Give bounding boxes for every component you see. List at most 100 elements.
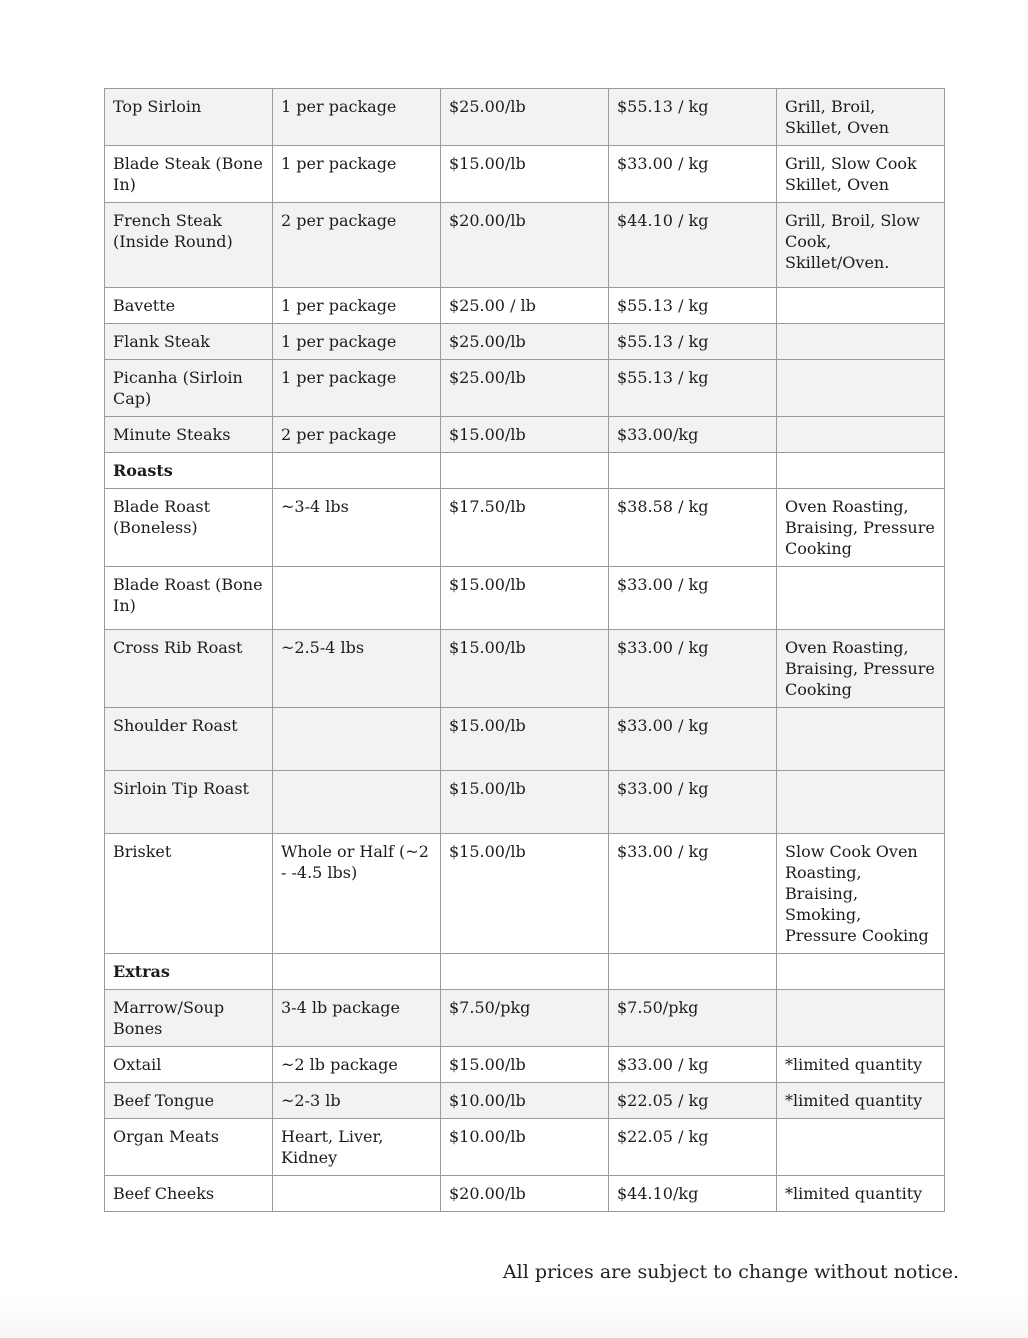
page-bottom-fade	[0, 1296, 1028, 1338]
section-header-row: Roasts	[104, 452, 945, 489]
cell-item: Extras	[104, 953, 273, 990]
cell-item: Blade Roast (Boneless)	[104, 488, 273, 567]
cell-notes	[776, 1118, 945, 1176]
table-row: Blade Roast (Bone In) $15.00/lb $33.00 / k…	[104, 566, 945, 630]
cell-package: 2 per package	[272, 202, 441, 288]
cell-price-per-lb	[440, 452, 609, 489]
table-row: Bavette 1 per package $25.00 / lb $55.13 / …	[104, 287, 945, 324]
price-list-table: Top Sirloin 1 per package $25.00/lb $55.13 …	[104, 88, 945, 1212]
cell-item: Minute Steaks	[104, 416, 273, 453]
cell-price-per-lb: $15.00/lb	[440, 707, 609, 771]
cell-notes: Slow Cook Oven Roasting, Braising, Smoki…	[776, 833, 945, 954]
cell-price-per-lb: $25.00/lb	[440, 359, 609, 417]
cell-package	[272, 566, 441, 630]
cell-item: Picanha (Sirloin Cap)	[104, 359, 273, 417]
table-row: Beef Tongue ~2-3 lb $10.00/lb $22.05 / kg *l…	[104, 1082, 945, 1119]
table-row: French Steak (Inside Round) 2 per package…	[104, 202, 945, 288]
cell-item: Shoulder Roast	[104, 707, 273, 771]
cell-price-per-kg: $22.05 / kg	[608, 1118, 777, 1176]
table-row: Sirloin Tip Roast $15.00/lb $33.00 / kg	[104, 770, 945, 834]
cell-price-per-kg: $33.00/kg	[608, 416, 777, 453]
cell-price-per-kg	[608, 953, 777, 990]
cell-item: Cross Rib Roast	[104, 629, 273, 708]
cell-package: ~2-3 lb	[272, 1082, 441, 1119]
cell-package: 2 per package	[272, 416, 441, 453]
table-row: Flank Steak 1 per package $25.00/lb $55.13 …	[104, 323, 945, 360]
cell-notes	[776, 323, 945, 360]
cell-notes	[776, 359, 945, 417]
cell-notes: *limited quantity	[776, 1175, 945, 1212]
cell-price-per-lb: $25.00/lb	[440, 323, 609, 360]
cell-price-per-lb: $10.00/lb	[440, 1082, 609, 1119]
cell-item: Oxtail	[104, 1046, 273, 1083]
cell-item: Sirloin Tip Roast	[104, 770, 273, 834]
cell-notes: Oven Roasting, Braising, Pressure Cookin…	[776, 488, 945, 567]
cell-price-per-lb: $15.00/lb	[440, 416, 609, 453]
cell-price-per-lb: $15.00/lb	[440, 833, 609, 954]
table-row: Picanha (Sirloin Cap) 1 per package $25.00…	[104, 359, 945, 417]
cell-price-per-lb: $7.50/pkg	[440, 989, 609, 1047]
cell-notes	[776, 452, 945, 489]
price-disclaimer: All prices are subject to change without…	[502, 1261, 959, 1283]
cell-notes	[776, 287, 945, 324]
table-row: Brisket Whole or Half (~2 - -4.5 lbs) $15.…	[104, 833, 945, 954]
cell-price-per-kg: $33.00 / kg	[608, 770, 777, 834]
cell-price-per-lb: $20.00/lb	[440, 202, 609, 288]
table-row: Blade Steak (Bone In) 1 per package $15.00…	[104, 145, 945, 203]
cell-package: 1 per package	[272, 323, 441, 360]
cell-price-per-lb: $10.00/lb	[440, 1118, 609, 1176]
cell-price-per-kg: $33.00 / kg	[608, 145, 777, 203]
cell-package	[272, 770, 441, 834]
table-row: Minute Steaks 2 per package $15.00/lb $33.0…	[104, 416, 945, 453]
cell-price-per-kg: $7.50/pkg	[608, 989, 777, 1047]
cell-package	[272, 707, 441, 771]
cell-item: Organ Meats	[104, 1118, 273, 1176]
section-header-row: Extras	[104, 953, 945, 990]
cell-package: Whole or Half (~2 - -4.5 lbs)	[272, 833, 441, 954]
cell-notes	[776, 566, 945, 630]
cell-price-per-lb: $15.00/lb	[440, 629, 609, 708]
cell-price-per-lb: $15.00/lb	[440, 145, 609, 203]
cell-item: Flank Steak	[104, 323, 273, 360]
cell-package: 1 per package	[272, 359, 441, 417]
cell-notes	[776, 770, 945, 834]
cell-item: Bavette	[104, 287, 273, 324]
cell-notes: Grill, Broil, Slow Cook, Skillet/Oven.	[776, 202, 945, 288]
cell-notes	[776, 989, 945, 1047]
cell-price-per-lb: $17.50/lb	[440, 488, 609, 567]
cell-item: Roasts	[104, 452, 273, 489]
cell-price-per-kg: $22.05 / kg	[608, 1082, 777, 1119]
cell-price-per-kg: $33.00 / kg	[608, 707, 777, 771]
table-row: Blade Roast (Boneless) ~3-4 lbs $17.50/lb $…	[104, 488, 945, 567]
cell-item: Blade Steak (Bone In)	[104, 145, 273, 203]
cell-notes: Grill, Broil, Skillet, Oven	[776, 88, 945, 146]
cell-price-per-lb: $25.00 / lb	[440, 287, 609, 324]
cell-price-per-kg: $55.13 / kg	[608, 287, 777, 324]
table-row: Organ Meats Heart, Liver, Kidney $10.00/lb…	[104, 1118, 945, 1176]
cell-package	[272, 452, 441, 489]
cell-price-per-kg: $33.00 / kg	[608, 1046, 777, 1083]
cell-price-per-kg: $44.10/kg	[608, 1175, 777, 1212]
cell-price-per-kg: $55.13 / kg	[608, 359, 777, 417]
cell-notes: Oven Roasting, Braising, Pressure Cookin…	[776, 629, 945, 708]
cell-item: Beef Tongue	[104, 1082, 273, 1119]
cell-price-per-lb	[440, 953, 609, 990]
cell-price-per-kg: $33.00 / kg	[608, 566, 777, 630]
cell-price-per-kg: $55.13 / kg	[608, 323, 777, 360]
cell-package: ~2 lb package	[272, 1046, 441, 1083]
cell-notes: *limited quantity	[776, 1082, 945, 1119]
cell-package	[272, 1175, 441, 1212]
cell-price-per-kg: $44.10 / kg	[608, 202, 777, 288]
cell-notes	[776, 953, 945, 990]
table-row: Oxtail ~2 lb package $15.00/lb $33.00 / kg *…	[104, 1046, 945, 1083]
cell-item: Beef Cheeks	[104, 1175, 273, 1212]
table-row: Marrow/Soup Bones 3-4 lb package $7.50/pkg…	[104, 989, 945, 1047]
price-table-body: Top Sirloin 1 per package $25.00/lb $55.13 …	[104, 88, 945, 1212]
table-row: Cross Rib Roast ~2.5-4 lbs $15.00/lb $33.00…	[104, 629, 945, 708]
table-row: Top Sirloin 1 per package $25.00/lb $55.13 …	[104, 88, 945, 146]
cell-item: Brisket	[104, 833, 273, 954]
cell-price-per-lb: $15.00/lb	[440, 566, 609, 630]
cell-price-per-lb: $25.00/lb	[440, 88, 609, 146]
cell-item: Top Sirloin	[104, 88, 273, 146]
